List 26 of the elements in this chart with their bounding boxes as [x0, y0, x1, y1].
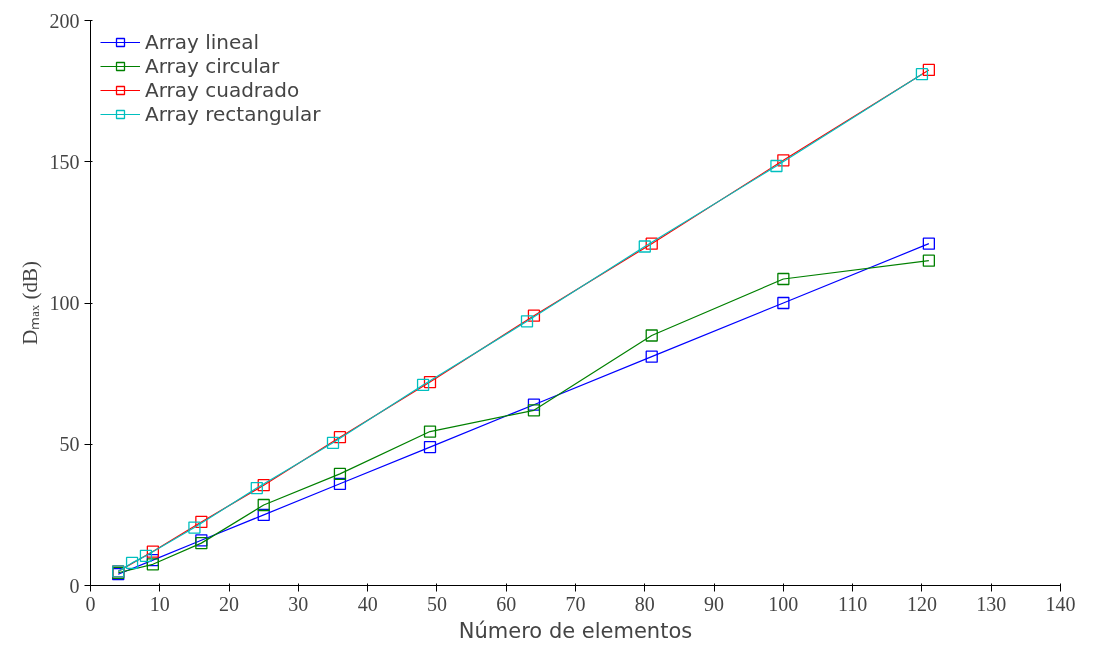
x-tick-label: 50: [426, 592, 447, 615]
x-tick-label: 40: [357, 592, 378, 615]
legend-label: Array cuadrado: [145, 78, 300, 102]
x-tick-label: 20: [219, 592, 240, 615]
x-tick-label: 140: [1045, 592, 1076, 615]
y-tick-label: 0: [69, 574, 80, 597]
x-tick-label: 90: [704, 592, 725, 615]
legend-label: Array rectangular: [145, 102, 321, 126]
x-tick-label: 100: [768, 592, 799, 615]
y-tick-label: 150: [49, 150, 80, 173]
x-tick-label: 0: [85, 592, 96, 615]
x-tick-label: 80: [634, 592, 655, 615]
y-axis-title: Dₘₐₓ (dB): [17, 261, 42, 345]
legend-label: Array lineal: [145, 30, 260, 54]
x-axis-title: Número de elementos: [458, 618, 693, 643]
x-tick-label: 130: [976, 592, 1007, 615]
y-tick-label: 200: [49, 9, 80, 32]
y-tick-label: 50: [59, 433, 80, 456]
x-tick-label: 60: [496, 592, 517, 615]
legend-label: Array circular: [145, 54, 280, 78]
y-tick-label: 100: [49, 292, 80, 314]
x-tick-label: 110: [838, 592, 868, 615]
x-tick-label: 120: [906, 592, 937, 615]
x-tick-label: 10: [149, 592, 170, 615]
x-tick-label: 70: [565, 592, 586, 615]
x-tick-label: 30: [288, 592, 309, 615]
